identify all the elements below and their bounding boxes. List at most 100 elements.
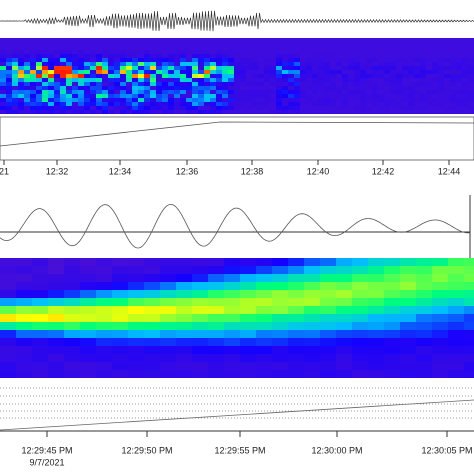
spectrogram-upper bbox=[0, 38, 474, 114]
spectrogram-cell bbox=[366, 62, 372, 66]
spectrogram-cell bbox=[48, 94, 54, 98]
spectrogram-cell bbox=[396, 38, 402, 42]
spectrogram-cell bbox=[162, 58, 168, 62]
spectrogram-cell bbox=[450, 98, 456, 102]
spectrogram-cell bbox=[240, 66, 246, 70]
spectrogram-cell bbox=[416, 370, 432, 378]
spectrogram-cell bbox=[72, 102, 78, 106]
spectrogram-cell bbox=[414, 70, 420, 74]
spectrogram-cell bbox=[150, 98, 156, 102]
spectrogram-cell bbox=[108, 94, 114, 98]
spectrogram-cell bbox=[102, 94, 108, 98]
spectrogram-cell bbox=[114, 66, 120, 70]
spectrogram-cell bbox=[80, 258, 96, 266]
spectrogram-cell bbox=[456, 102, 462, 106]
spectrogram-cell bbox=[120, 94, 126, 98]
spectrogram-cell bbox=[216, 38, 222, 42]
spectrogram-cell bbox=[246, 66, 252, 70]
spectrogram-cell bbox=[366, 38, 372, 42]
spectrogram-cell bbox=[416, 338, 432, 346]
spectrogram-cell bbox=[348, 54, 354, 58]
spectrogram-cell bbox=[390, 106, 396, 110]
spectrogram-cell bbox=[80, 338, 96, 346]
spectrogram-cell bbox=[222, 38, 228, 42]
spectrogram-cell bbox=[384, 66, 390, 70]
spectrogram-cell bbox=[112, 346, 128, 354]
spectrogram-cell bbox=[6, 86, 12, 90]
spectrogram-cell bbox=[256, 306, 272, 314]
spectrogram-cell bbox=[126, 106, 132, 110]
spectrogram-cell bbox=[90, 62, 96, 66]
spectrogram-cell bbox=[320, 306, 336, 314]
spectrogram-cell bbox=[0, 354, 16, 362]
spectrogram-cell bbox=[360, 54, 366, 58]
spectrogram-cell bbox=[456, 110, 462, 114]
spectrogram-cell bbox=[444, 70, 450, 74]
spectrogram-cell bbox=[270, 50, 276, 54]
spectrogram-cell bbox=[90, 78, 96, 82]
spectrogram-cell bbox=[432, 42, 438, 46]
spectrogram-cell bbox=[72, 86, 78, 90]
spectrogram-cell bbox=[246, 58, 252, 62]
spectrogram-cell bbox=[444, 66, 450, 70]
spectrogram-cell bbox=[360, 82, 366, 86]
spectrogram-cell bbox=[30, 94, 36, 98]
spectrogram-cell bbox=[36, 66, 42, 70]
spectrogram-cell bbox=[464, 362, 474, 370]
spectrogram-cell bbox=[132, 82, 138, 86]
spectrogram-cell bbox=[336, 98, 342, 102]
spectrogram-cell bbox=[198, 46, 204, 50]
spectrogram-cell bbox=[216, 42, 222, 46]
spectrogram-cell bbox=[420, 78, 426, 82]
spectrogram-cell bbox=[180, 98, 186, 102]
spectrogram-cell bbox=[240, 82, 246, 86]
spectrogram-cell bbox=[60, 70, 66, 74]
spectrogram-cell bbox=[54, 42, 60, 46]
spectrogram-cell bbox=[444, 74, 450, 78]
spectrogram-cell bbox=[18, 86, 24, 90]
spectrogram-cell bbox=[438, 62, 444, 66]
spectrogram-cell bbox=[432, 110, 438, 114]
spectrogram-cell bbox=[108, 102, 114, 106]
spectrogram-cell bbox=[72, 94, 78, 98]
spectrogram-cell bbox=[24, 82, 30, 86]
spectrogram-cell bbox=[378, 94, 384, 98]
spectrogram-cell bbox=[378, 110, 384, 114]
spectrogram-cell bbox=[96, 298, 112, 306]
spectrogram-cell bbox=[216, 86, 222, 90]
spectrogram-cell bbox=[456, 62, 462, 66]
spectrogram-cell bbox=[384, 78, 390, 82]
spectrogram-cell bbox=[180, 62, 186, 66]
spectrogram-cell bbox=[444, 94, 450, 98]
spectrogram-cell bbox=[6, 82, 12, 86]
spectrogram-cell bbox=[414, 74, 420, 78]
spectrogram-cell bbox=[96, 82, 102, 86]
spectrogram-cell bbox=[402, 86, 408, 90]
spectrogram-cell bbox=[208, 346, 224, 354]
spectrogram-cell bbox=[384, 274, 400, 282]
spectrogram-cell bbox=[348, 70, 354, 74]
spectrogram-cell bbox=[468, 90, 474, 94]
spectrogram-cell bbox=[336, 38, 342, 42]
spectrogram-cell bbox=[462, 38, 468, 42]
spectrogram-cell bbox=[288, 42, 294, 46]
spectrogram-cell bbox=[78, 58, 84, 62]
spectrogram-cell bbox=[438, 106, 444, 110]
spectrogram-cell bbox=[222, 58, 228, 62]
spectrogram-cell bbox=[396, 74, 402, 78]
spectrogram-cell bbox=[416, 330, 432, 338]
spectrogram-cell bbox=[366, 66, 372, 70]
spectrogram-cell bbox=[288, 330, 304, 338]
spectrogram-cell bbox=[24, 62, 30, 66]
spectrogram-cell bbox=[258, 66, 264, 70]
spectrogram-cell bbox=[294, 94, 300, 98]
spectrogram-cell bbox=[90, 42, 96, 46]
spectrogram-cell bbox=[150, 110, 156, 114]
spectrogram-cell bbox=[432, 258, 448, 266]
spectrogram-cell bbox=[264, 38, 270, 42]
spectrogram-cell bbox=[66, 42, 72, 46]
spectrogram-cell bbox=[150, 86, 156, 90]
spectrogram-cell bbox=[210, 58, 216, 62]
spectrogram-cell bbox=[324, 94, 330, 98]
spectrogram-cell bbox=[80, 346, 96, 354]
